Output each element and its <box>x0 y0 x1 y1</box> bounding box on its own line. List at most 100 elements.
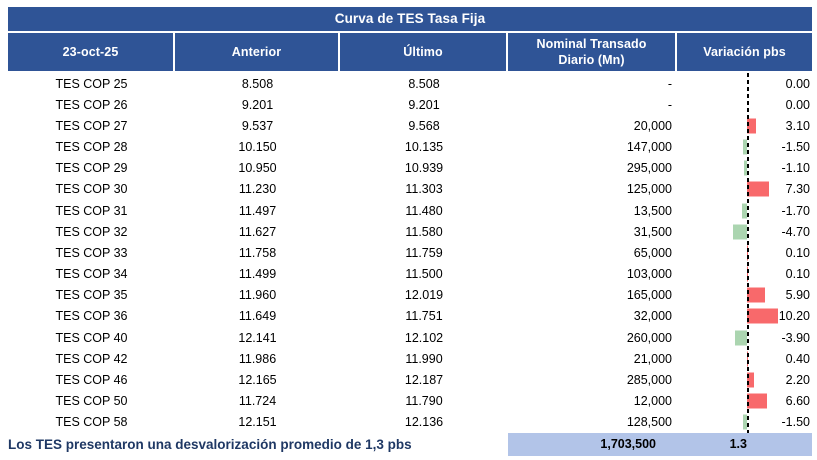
ultimo-cell: 11.759 <box>405 245 443 260</box>
nominal-cell: 260,000 <box>626 330 672 345</box>
summary-band: 1,703,500 1.3 <box>508 433 812 456</box>
tes-label-cell: TES COP 27 <box>55 118 128 133</box>
table-row: TES COP 32 11.627 11.580 31,500 -4.70 <box>8 221 812 242</box>
tes-label-cell: TES COP 34 <box>55 267 128 282</box>
nominal-cell: 12,000 <box>633 394 672 409</box>
anterior-cell: 11.986 <box>238 351 277 366</box>
negative-variation-bar <box>742 414 747 430</box>
anterior-cell: 10.950 <box>238 161 277 176</box>
variacion-cell: 0.10 <box>677 264 812 285</box>
nominal-cell: 125,000 <box>626 182 672 197</box>
tes-label-cell: TES COP 46 <box>55 372 128 387</box>
table-row: TES COP 46 12.165 12.187 285,000 2.20 <box>8 369 812 390</box>
positive-variation-bar <box>747 308 778 324</box>
anterior-cell: 12.141 <box>238 330 277 345</box>
negative-variation-bar <box>741 203 747 219</box>
anterior-cell: 11.627 <box>238 224 277 239</box>
ultimo-cell: 12.019 <box>404 288 444 303</box>
ultimo-cell: 10.939 <box>404 161 444 176</box>
positive-variation-bar <box>747 372 754 388</box>
negative-variation-bar <box>743 160 747 176</box>
anterior-cell: 8.508 <box>241 76 274 91</box>
variacion-cell: -1.50 <box>677 137 812 158</box>
variacion-cell: 3.10 <box>677 115 812 136</box>
variacion-value: 2.20 <box>785 372 810 387</box>
variacion-cell: 0.00 <box>677 94 812 115</box>
col-header-ultimo: Último <box>340 33 506 71</box>
negative-variation-bar <box>742 139 747 155</box>
tes-label-cell: TES COP 40 <box>55 330 128 345</box>
tes-rate-table: Curva de TES Tasa Fija 23-oct-25 Anterio… <box>8 7 812 456</box>
nominal-cell: - <box>667 76 672 91</box>
ultimo-cell: 11.751 <box>405 309 443 324</box>
variacion-cell: 5.90 <box>677 285 812 306</box>
table-row: TES COP 58 12.151 12.136 128,500 -1.50 <box>8 412 812 433</box>
col-header-nominal-line2: Diario (Mn) <box>558 53 625 67</box>
variacion-value: 0.10 <box>785 245 810 260</box>
negative-variation-bar <box>732 224 747 240</box>
anterior-cell: 9.537 <box>241 118 274 133</box>
variacion-cell: 10.20 <box>677 306 812 327</box>
table-row: TES COP 34 11.499 11.500 103,000 0.10 <box>8 264 812 285</box>
ultimo-cell: 9.568 <box>408 118 440 133</box>
variacion-cell: 0.40 <box>677 348 812 369</box>
col-header-ultimo-label: Último <box>403 44 443 59</box>
nominal-cell: 65,000 <box>633 245 672 260</box>
variacion-value: 6.60 <box>785 394 810 409</box>
nominal-cell: 20,000 <box>633 118 672 133</box>
variacion-value: 3.10 <box>785 118 810 133</box>
nominal-cell: 13,500 <box>633 203 672 218</box>
table-row: TES COP 27 9.537 9.568 20,000 3.10 <box>8 115 812 136</box>
negative-variation-bar <box>735 330 747 346</box>
tes-label-cell: TES COP 28 <box>55 140 128 155</box>
col-header-date: 23-oct-25 <box>8 33 173 71</box>
variacion-cell: 7.30 <box>677 179 812 200</box>
nominal-cell: 21,000 <box>633 351 672 366</box>
variacion-average: 1.3 <box>729 437 747 451</box>
anterior-cell: 11.758 <box>238 245 277 260</box>
anterior-cell: 9.201 <box>241 97 274 112</box>
variacion-value: -4.70 <box>781 224 811 239</box>
variacion-cell: 6.60 <box>677 391 812 412</box>
variacion-value: -1.50 <box>781 415 811 430</box>
table-row: TES COP 26 9.201 9.201 - 0.00 <box>8 94 812 115</box>
ultimo-cell: 11.303 <box>405 182 443 197</box>
variacion-value: 0.10 <box>785 267 810 282</box>
positive-variation-bar <box>747 118 757 134</box>
variacion-value: 7.30 <box>785 182 810 197</box>
anterior-cell: 11.497 <box>238 203 277 218</box>
nominal-cell: 165,000 <box>626 288 672 303</box>
tes-label-cell: TES COP 35 <box>55 288 128 303</box>
nominal-cell: 128,500 <box>626 415 672 430</box>
variacion-value: 0.00 <box>785 97 810 112</box>
table-title: Curva de TES Tasa Fija <box>8 7 812 31</box>
variacion-value: -1.70 <box>781 203 811 218</box>
tes-label-cell: TES COP 36 <box>55 309 128 324</box>
col-header-nominal: Nominal Transado Diario (Mn) <box>508 33 675 71</box>
nominal-total: 1,703,500 <box>600 437 656 451</box>
variacion-cell: -1.50 <box>677 412 812 433</box>
table-row: TES COP 30 11.230 11.303 125,000 7.30 <box>8 179 812 200</box>
header-row: 23-oct-25 Anterior Último Nominal Transa… <box>8 33 812 71</box>
ultimo-cell: 11.580 <box>405 224 443 239</box>
ultimo-cell: 11.480 <box>405 203 443 218</box>
variacion-cell: 0.00 <box>677 73 812 94</box>
nominal-cell: 103,000 <box>626 267 672 282</box>
anterior-cell: 12.151 <box>238 415 277 430</box>
nominal-cell: 295,000 <box>626 161 672 176</box>
table-row: TES COP 42 11.986 11.990 21,000 0.40 <box>8 348 812 369</box>
tes-label-cell: TES COP 30 <box>55 182 128 197</box>
tes-label-cell: TES COP 29 <box>55 161 128 176</box>
variacion-value: 5.90 <box>785 288 810 303</box>
data-rows: TES COP 25 8.508 8.508 - 0.00 TES COP 26 9.201… <box>8 73 812 433</box>
nominal-cell: 31,500 <box>633 224 672 239</box>
table-row: TES COP 36 11.649 11.751 32,000 10.20 <box>8 306 812 327</box>
tes-label-cell: TES COP 32 <box>55 224 128 239</box>
ultimo-cell: 10.135 <box>404 140 444 155</box>
anterior-cell: 12.165 <box>238 372 277 387</box>
summary-row: Los TES presentaron una desvalorización … <box>8 433 812 456</box>
positive-variation-bar <box>747 393 767 409</box>
tes-label-cell: TES COP 58 <box>55 415 128 430</box>
variacion-cell: 2.20 <box>677 369 812 390</box>
ultimo-cell: 11.990 <box>405 351 443 366</box>
